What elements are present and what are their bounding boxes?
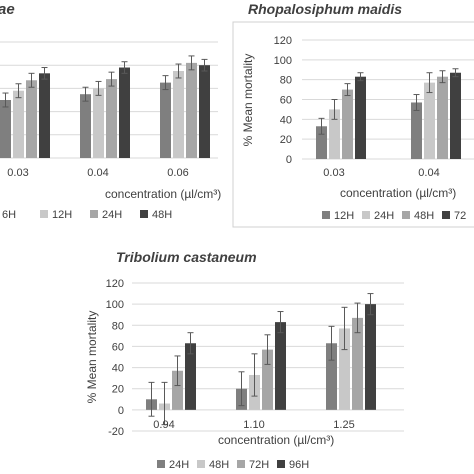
- bar: [275, 322, 286, 410]
- bar: [411, 102, 422, 159]
- legend-label: 48H: [152, 209, 172, 221]
- panel-bottom: -20 0 20 40 60 80 100 120 Tribolium castaneum % M…: [85, 249, 404, 471]
- legend-swatch: [362, 211, 370, 219]
- y-tick-label: 100: [106, 299, 124, 311]
- x-tick-label: 0.04: [418, 167, 439, 179]
- y-tick-label: 40: [280, 114, 292, 126]
- bar: [119, 67, 130, 158]
- chart-title: Tribolium castaneum: [116, 249, 257, 265]
- y-tick-label: 120: [274, 35, 292, 47]
- x-tick-label: 0.06: [167, 167, 188, 179]
- y-tick-label: 100: [274, 55, 292, 67]
- y-tick-label: 20: [280, 134, 292, 146]
- legend-swatch: [157, 460, 165, 468]
- bar: [424, 82, 435, 159]
- bar: [173, 71, 184, 158]
- legend-swatch: [322, 211, 330, 219]
- bar: [316, 126, 327, 159]
- legend-label: 72: [454, 210, 466, 222]
- legend-label: 12H: [334, 210, 354, 222]
- y-tick-label: 60: [280, 95, 292, 107]
- y-axis-label: % Mean mortality: [241, 54, 255, 147]
- y-tick-label: 20: [112, 384, 124, 396]
- legend-label: 24H: [374, 210, 394, 222]
- bar: [0, 100, 11, 158]
- x-axis-label: concentration (µl/cm³): [105, 187, 221, 201]
- bar: [160, 82, 171, 158]
- y-tick-label: 0: [118, 405, 124, 417]
- legend-label: 72H: [249, 459, 269, 471]
- panel-top-left: ae 0.03 0.04 0.06 concentration (µl/cm³) 6H 12…: [0, 1, 221, 221]
- bar: [352, 317, 363, 410]
- bar: [365, 304, 376, 410]
- bar: [339, 328, 350, 410]
- y-axis-label: % Mean mortality: [85, 311, 99, 404]
- bar: [172, 370, 183, 410]
- chart-title: ae: [0, 1, 15, 18]
- legend-swatch: [40, 210, 48, 218]
- y-tick-label: 0: [286, 154, 292, 166]
- x-tick-label: 1.10: [243, 419, 264, 431]
- bar: [93, 88, 104, 158]
- bar: [80, 94, 91, 158]
- bar: [185, 343, 196, 410]
- bar: [26, 80, 37, 158]
- legend-swatch: [442, 211, 450, 219]
- legend-swatch: [140, 210, 148, 218]
- bar: [355, 76, 366, 159]
- bar: [450, 72, 461, 159]
- panel-top-right: 0 20 40 60 80 100 120 Rhopalosiphum maidis % Mea…: [241, 1, 474, 222]
- bar: [342, 89, 353, 159]
- legend-label: 48H: [414, 210, 434, 222]
- legend-label: 12H: [52, 209, 72, 221]
- legend-label: 24H: [169, 459, 189, 471]
- panel-frame-top-right: [232, 21, 474, 228]
- legend-swatch: [277, 460, 285, 468]
- legend-swatch: [402, 211, 410, 219]
- y-tick-label: 80: [280, 75, 292, 87]
- bar: [106, 79, 117, 158]
- y-tick-label: 120: [106, 278, 124, 290]
- x-tick-label: 0.04: [87, 167, 108, 179]
- legend-label: 6H: [2, 209, 16, 221]
- legend-swatch: [237, 460, 245, 468]
- x-axis-label: concentration (µl/cm³): [218, 433, 334, 447]
- legend-label: 96H: [289, 459, 309, 471]
- y-tick-label: 80: [112, 320, 124, 332]
- y-tick-label: -20: [108, 426, 124, 438]
- x-axis-label: concentration (µl/cm³): [340, 186, 456, 200]
- y-tick-label: 40: [112, 363, 124, 375]
- x-tick-label: 0.03: [7, 167, 28, 179]
- legend-swatch: [197, 460, 205, 468]
- chart-title: Rhopalosiphum maidis: [248, 1, 402, 17]
- bar: [437, 76, 448, 159]
- x-tick-label: 1.25: [333, 419, 354, 431]
- bar: [13, 90, 24, 158]
- bar: [326, 343, 337, 410]
- legend-label: 48H: [209, 459, 229, 471]
- x-tick-label: 0.94: [153, 419, 174, 431]
- legend-swatch: [90, 210, 98, 218]
- bar: [262, 349, 273, 410]
- bar: [39, 73, 50, 158]
- bar: [186, 62, 197, 158]
- y-tick-label: 60: [112, 341, 124, 353]
- bar: [329, 109, 340, 159]
- legend-label: 24H: [102, 209, 122, 221]
- x-tick-label: 0.03: [323, 167, 344, 179]
- bar: [199, 65, 210, 158]
